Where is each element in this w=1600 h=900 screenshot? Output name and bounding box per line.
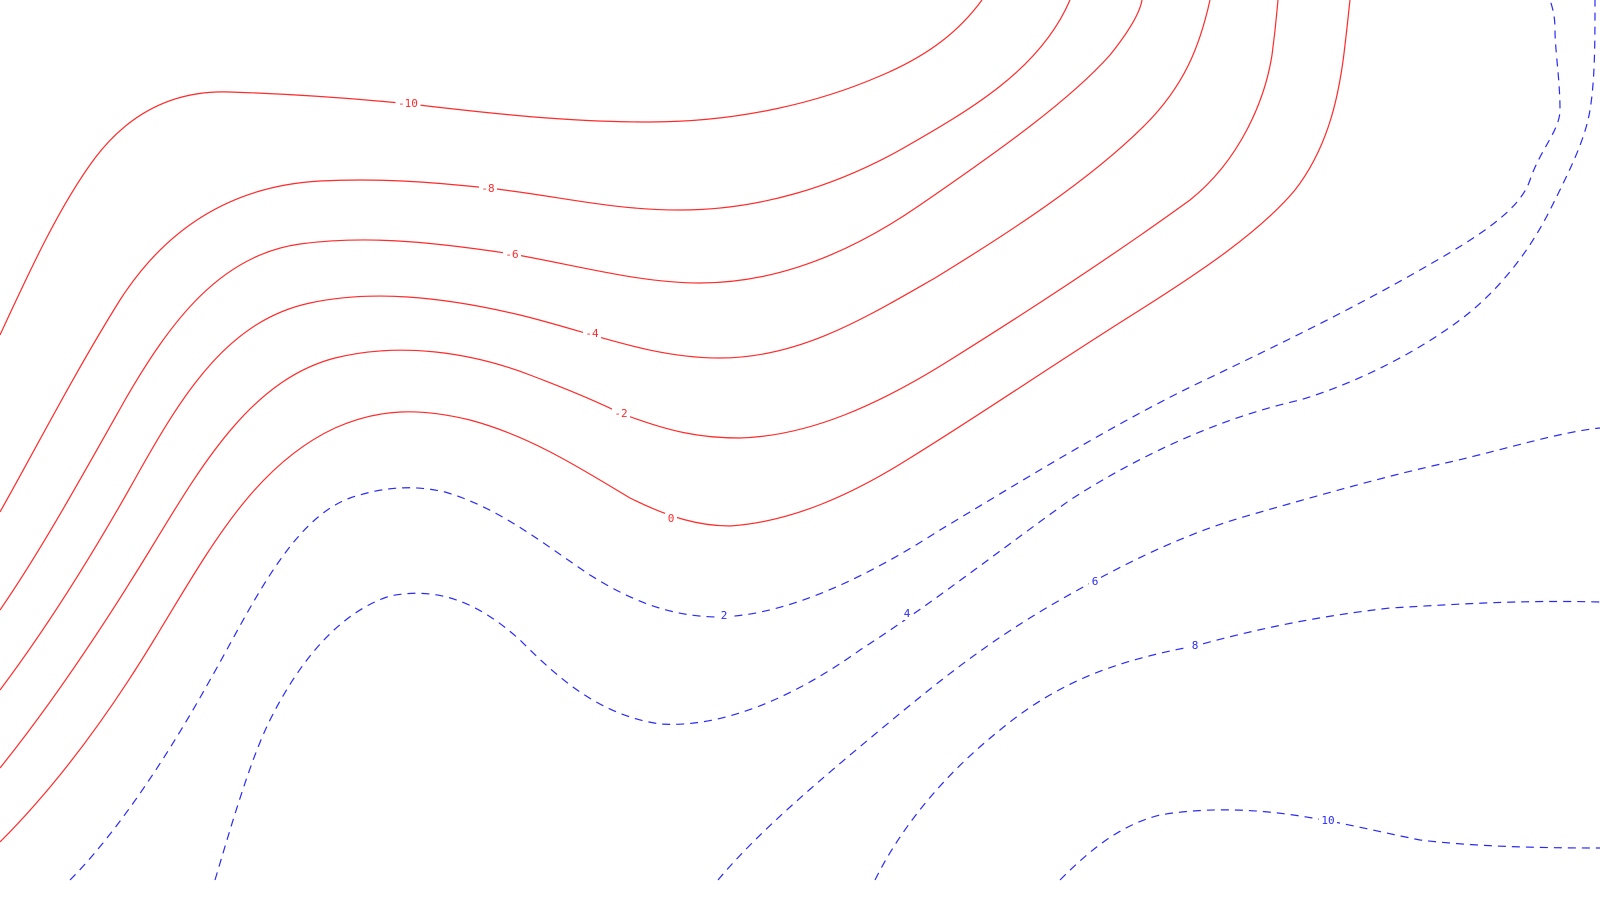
contour-label-n8: -8 — [481, 182, 494, 195]
contour-label-n6: -6 — [505, 248, 518, 261]
contour-label-bg-p4 — [901, 608, 913, 620]
contour-label-n4: -4 — [585, 327, 599, 340]
contour-label-bg-p6 — [1089, 576, 1101, 588]
contour-label-bg-z0 — [665, 513, 677, 525]
contour-label-n2: -2 — [614, 407, 627, 420]
contour-label-bg-n10 — [395, 98, 421, 110]
contour-label-bg-n8 — [479, 183, 497, 195]
contour-label-n10: -10 — [398, 97, 418, 110]
contour-label-bg-p10 — [1319, 815, 1337, 827]
contour-line-p6 — [717, 427, 1600, 881]
contour-label-bg-n4 — [583, 328, 601, 340]
contour-line-z0 — [0, 0, 1351, 843]
contour-label-p4: 4 — [904, 607, 911, 620]
contour-line-p4 — [214, 0, 1596, 881]
contour-label-p6: 6 — [1092, 575, 1099, 588]
contour-line-n4 — [0, 0, 1211, 691]
contour-label-z0: 0 — [668, 512, 675, 525]
contour-line-n2 — [0, 0, 1279, 769]
contour-label-p2: 2 — [721, 609, 728, 622]
contour-line-p2 — [69, 0, 1561, 881]
contour-label-bg-p8 — [1189, 640, 1201, 652]
contour-label-p10: 10 — [1321, 814, 1334, 827]
contour-label-bg-p2 — [718, 610, 730, 622]
contour-label-bg-n2 — [612, 408, 630, 420]
contour-label-bg-n6 — [503, 249, 521, 261]
contour-label-p8: 8 — [1192, 639, 1199, 652]
contour-line-p8 — [874, 600, 1600, 881]
contour-line-p10 — [1059, 809, 1600, 881]
contour-line-n10 — [0, 0, 983, 336]
contour-line-n6 — [0, 0, 1143, 611]
